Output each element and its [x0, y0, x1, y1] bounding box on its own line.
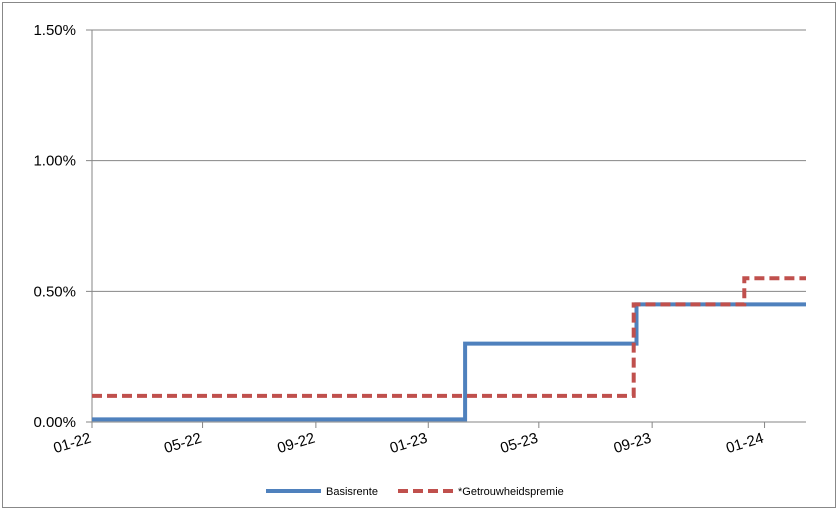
x-tick-label: 01-23	[388, 430, 430, 457]
y-tick-label: 0.50%	[33, 283, 76, 300]
x-tick-label: 05-23	[498, 430, 540, 457]
x-tick-label: 01-24	[724, 430, 766, 457]
series-line-getrouwheidspremie	[92, 276, 806, 398]
legend-label: Basisrente	[326, 486, 378, 498]
x-tick-label: 01-22	[52, 430, 94, 457]
legend-label: *Getrouwheidspremie	[458, 486, 564, 498]
y-tick-label: 1.00%	[33, 153, 76, 170]
y-tick-label: 1.50%	[33, 22, 76, 39]
y-tick-label: 0.00%	[33, 414, 76, 431]
x-tick-label: 09-22	[275, 430, 317, 457]
series-line-basisrente	[92, 302, 806, 422]
x-tick-label: 05-22	[162, 430, 204, 457]
x-tick-label: 09-23	[612, 430, 654, 457]
